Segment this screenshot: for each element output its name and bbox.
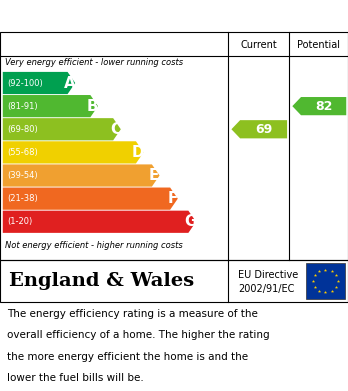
Text: The energy efficiency rating is a measure of the: The energy efficiency rating is a measur… <box>7 309 258 319</box>
Text: A: A <box>64 75 76 90</box>
Text: Very energy efficient - lower running costs: Very energy efficient - lower running co… <box>5 58 183 67</box>
Text: overall efficiency of a home. The higher the rating: overall efficiency of a home. The higher… <box>7 330 270 341</box>
Text: 69: 69 <box>255 123 272 136</box>
Text: B: B <box>87 99 98 114</box>
Text: Current: Current <box>240 39 277 50</box>
Text: the more energy efficient the home is and the: the more energy efficient the home is an… <box>7 352 248 362</box>
Polygon shape <box>3 118 121 140</box>
Text: (21-38): (21-38) <box>7 194 38 203</box>
Text: Not energy efficient - higher running costs: Not energy efficient - higher running co… <box>5 241 183 250</box>
Text: (55-68): (55-68) <box>7 148 38 157</box>
Text: (39-54): (39-54) <box>7 171 38 180</box>
Text: F: F <box>167 191 177 206</box>
Polygon shape <box>231 120 287 138</box>
Text: G: G <box>184 214 197 229</box>
Text: EU Directive: EU Directive <box>238 270 299 280</box>
Polygon shape <box>3 211 196 233</box>
Text: Potential: Potential <box>297 39 340 50</box>
Text: 82: 82 <box>315 100 332 113</box>
Polygon shape <box>3 141 144 163</box>
Polygon shape <box>292 97 346 115</box>
Polygon shape <box>3 188 178 210</box>
Text: (92-100): (92-100) <box>7 79 43 88</box>
Text: England & Wales: England & Wales <box>9 272 194 290</box>
Text: D: D <box>132 145 144 160</box>
Text: lower the fuel bills will be.: lower the fuel bills will be. <box>7 373 144 383</box>
Text: E: E <box>149 168 159 183</box>
Text: C: C <box>110 122 121 137</box>
Polygon shape <box>3 72 75 94</box>
Text: (81-91): (81-91) <box>7 102 38 111</box>
Polygon shape <box>3 164 159 187</box>
Text: 2002/91/EC: 2002/91/EC <box>238 283 295 294</box>
Text: Energy Efficiency Rating: Energy Efficiency Rating <box>10 9 220 23</box>
Text: (69-80): (69-80) <box>7 125 38 134</box>
Bar <box>306 264 345 299</box>
Text: (1-20): (1-20) <box>7 217 32 226</box>
Polygon shape <box>3 95 98 117</box>
